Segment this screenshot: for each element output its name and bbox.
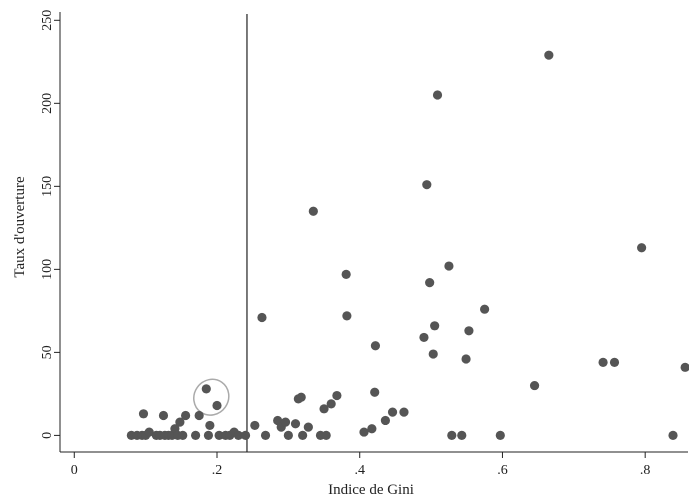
x-tick-label: .8 — [640, 463, 651, 478]
y-tick-label: 100 — [40, 259, 55, 280]
data-point — [319, 404, 329, 414]
data-point — [637, 243, 647, 253]
x-axis-title: Indice de Gini — [328, 482, 414, 497]
data-point — [240, 430, 251, 440]
data-point — [303, 422, 313, 432]
data-point — [464, 326, 474, 336]
x-tick-label: .2 — [212, 463, 223, 478]
data-point — [178, 430, 188, 440]
data-point — [308, 206, 318, 216]
data-point — [257, 312, 267, 323]
data-point — [144, 427, 154, 437]
data-point — [250, 420, 260, 431]
data-point — [367, 424, 377, 434]
data-point — [422, 180, 432, 190]
data-point — [480, 304, 490, 314]
highlight-ellipse — [193, 378, 230, 416]
data-point — [296, 392, 306, 402]
data-point — [332, 390, 342, 401]
data-point — [598, 357, 608, 367]
data-point — [290, 419, 301, 429]
data-point — [212, 400, 222, 411]
data-point — [425, 278, 435, 288]
data-point — [444, 261, 454, 271]
y-tick-label: 250 — [40, 10, 55, 31]
data-point — [194, 410, 204, 421]
data-point — [419, 332, 429, 343]
data-point — [544, 50, 554, 60]
data-point — [529, 380, 540, 391]
data-point — [283, 430, 293, 440]
data-point — [457, 430, 467, 440]
data-point — [370, 387, 380, 397]
data-point — [461, 354, 471, 364]
y-axis-title: Taux d'ouverture — [12, 176, 28, 278]
data-point — [205, 420, 215, 431]
data-point — [359, 427, 369, 437]
data-point — [430, 321, 440, 331]
x-tick-label: 0 — [71, 463, 78, 478]
axes: 0 50 100 150 200 250 0 .2 .4 .6 .8 — [40, 10, 688, 478]
y-tick-label: 150 — [40, 176, 55, 197]
x-tick-label: .6 — [497, 463, 508, 478]
data-point — [387, 407, 398, 417]
data-point — [609, 357, 620, 367]
data-point — [668, 430, 678, 440]
data-point — [201, 384, 211, 394]
data-point — [158, 410, 169, 421]
data-point — [138, 409, 149, 419]
y-tick-label: 50 — [40, 345, 55, 359]
data-point — [181, 410, 191, 421]
data-point — [432, 90, 443, 100]
y-tick-label: 0 — [40, 432, 55, 439]
data-point — [175, 417, 185, 427]
data-point — [495, 430, 505, 440]
data-point — [370, 341, 381, 351]
data-points — [126, 50, 689, 440]
data-point — [326, 399, 336, 409]
data-point — [321, 430, 331, 440]
data-point — [280, 417, 291, 427]
data-point — [447, 430, 457, 440]
data-point — [214, 430, 224, 440]
x-tick-label: .4 — [354, 463, 365, 478]
data-point — [233, 430, 244, 440]
data-point — [380, 415, 391, 426]
data-point — [680, 362, 689, 372]
data-point — [399, 407, 409, 417]
data-point — [190, 430, 201, 440]
data-point — [203, 430, 214, 440]
data-point — [260, 430, 271, 440]
data-point — [342, 311, 352, 321]
data-point — [428, 349, 438, 359]
data-point — [298, 430, 308, 440]
y-tick-label: 200 — [40, 93, 55, 114]
data-point — [341, 269, 351, 279]
